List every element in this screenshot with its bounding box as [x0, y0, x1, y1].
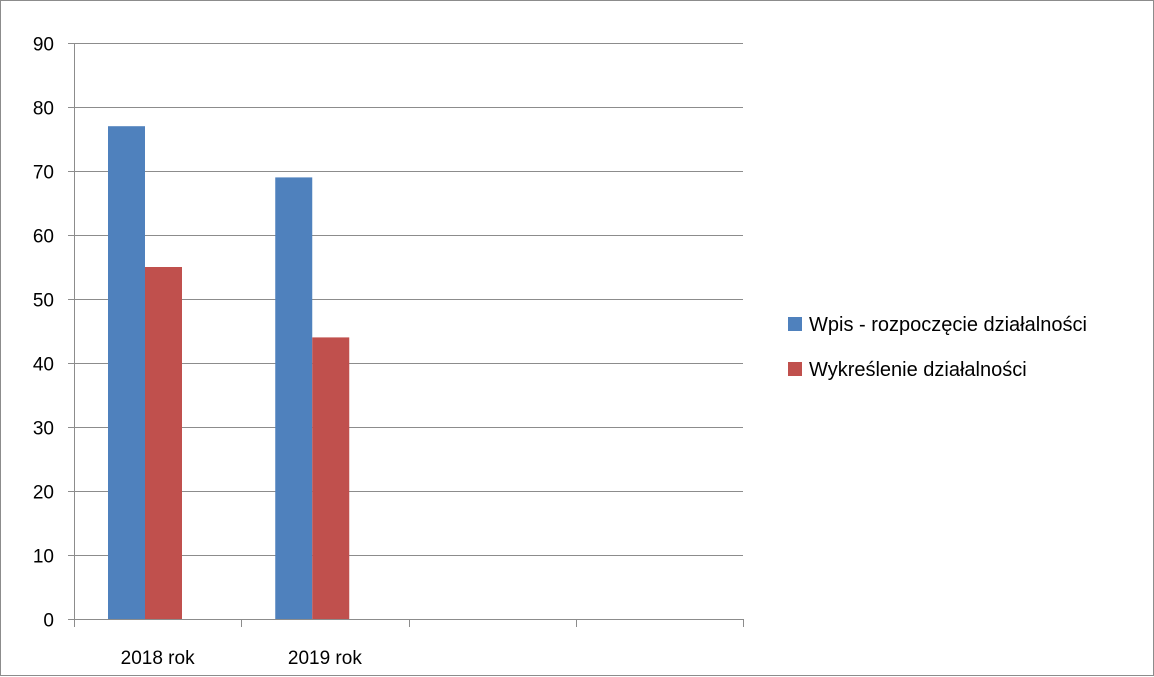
y-tick-label: 60 [33, 227, 54, 248]
y-tick-label: 30 [33, 419, 54, 440]
y-tick-label: 50 [33, 291, 54, 312]
y-tick-label: 20 [33, 483, 54, 504]
y-tick-label: 10 [33, 547, 54, 568]
x-category-label: 2019 rok [288, 648, 362, 669]
bar-wpis [275, 177, 313, 619]
y-tick-label: 90 [33, 35, 54, 56]
y-tick-label: 40 [33, 355, 54, 376]
y-tick-label: 0 [43, 611, 54, 632]
legend-swatch [788, 362, 802, 376]
legend-label: Wpis - rozpoczęcie działalności [809, 314, 1087, 336]
x-category-label: 2018 rok [121, 648, 195, 669]
bar-wpis [108, 126, 145, 619]
legend-label: Wykreślenie działalności [809, 359, 1027, 381]
y-tick-label: 70 [33, 163, 54, 184]
y-tick-label: 80 [33, 99, 54, 120]
legend-swatch [788, 317, 802, 331]
bar-wykreslenie [312, 337, 350, 619]
bar-wykreslenie [145, 267, 182, 619]
